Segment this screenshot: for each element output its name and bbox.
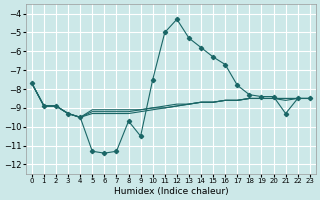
X-axis label: Humidex (Indice chaleur): Humidex (Indice chaleur) [114,187,228,196]
